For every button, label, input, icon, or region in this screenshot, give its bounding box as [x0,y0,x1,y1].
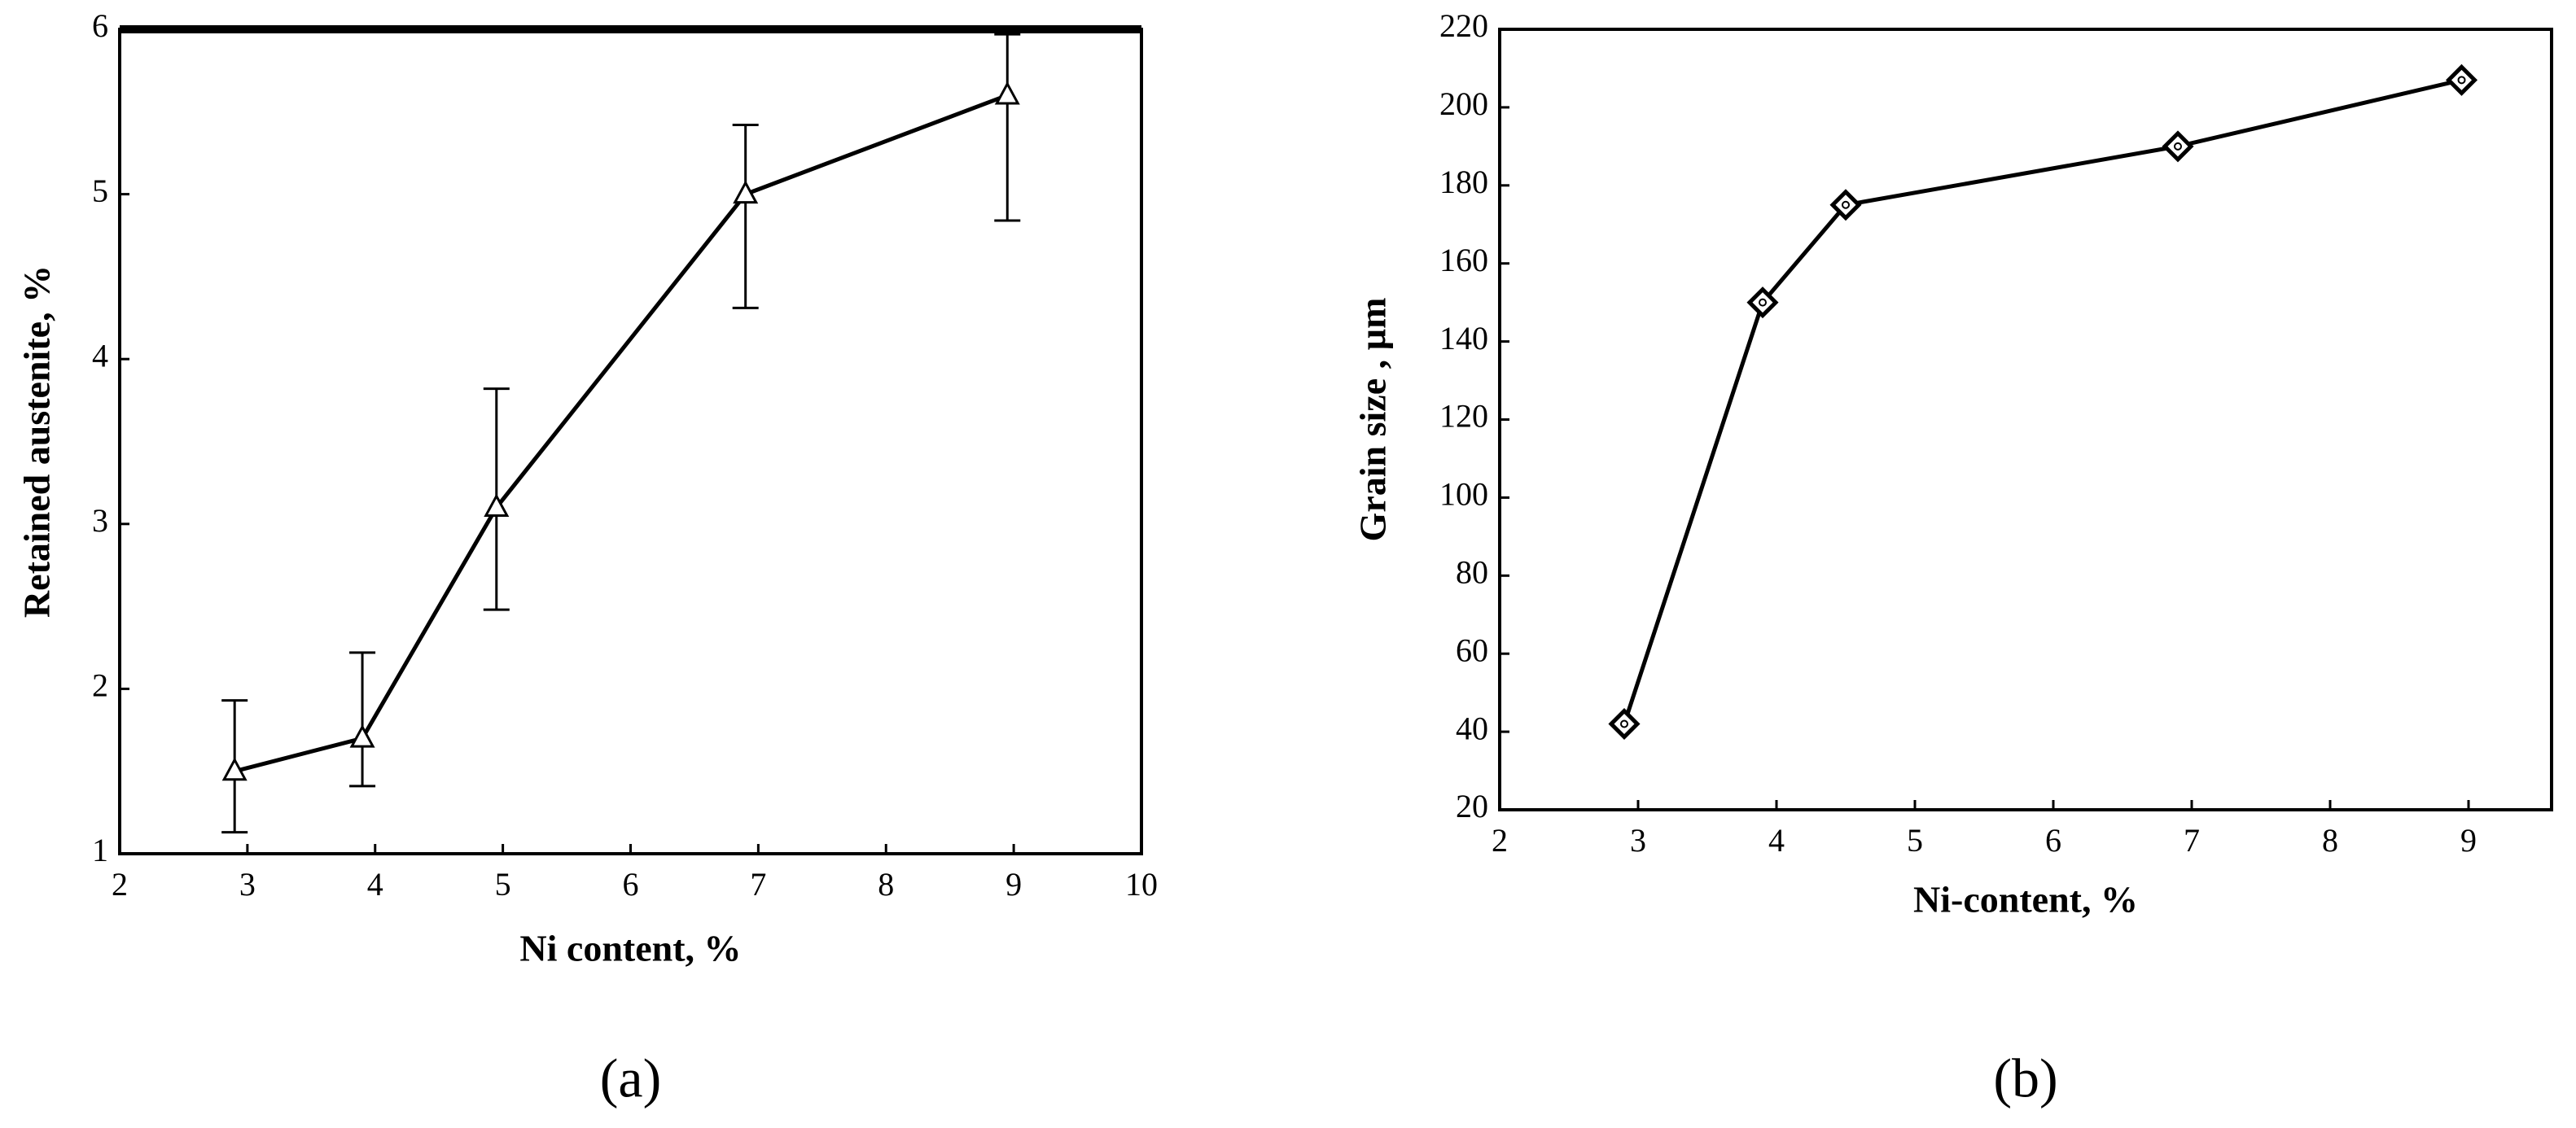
marker-dot [2174,142,2182,151]
y-tick-label: 2 [92,667,108,704]
marker [2445,63,2478,96]
plot-frame [118,28,1143,855]
marker [2162,130,2194,163]
y-tick-label: 3 [92,502,108,539]
x-tick-label: 8 [878,866,894,903]
y-tick-label: 160 [1439,242,1488,278]
marker-dot [2457,76,2466,85]
x-tick-label: 2 [1492,822,1508,859]
x-tick-label: 6 [623,866,639,903]
y-tick-label: 40 [1456,710,1488,746]
marker [484,493,510,518]
marker-dot [1620,719,1628,728]
x-tick-label: 2 [112,866,128,903]
marker [994,81,1020,105]
y-tick-label: 80 [1456,553,1488,590]
y-tick-label: 220 [1439,7,1488,44]
x-tick-label: 8 [2322,822,2338,859]
x-tick-label: 10 [1125,866,1158,903]
x-tick-label: 9 [2460,822,2477,859]
marker [1746,286,1779,319]
y-tick-label: 5 [92,173,108,209]
marker [733,180,759,204]
marker-dot [1759,298,1767,307]
panel-label: (b) [1993,1047,2057,1109]
y-tick-label: 60 [1456,632,1488,668]
y-tick-label: 100 [1439,476,1488,513]
x-tick-label: 7 [2184,822,2200,859]
y-tick-label: 140 [1439,320,1488,356]
error-bar [349,651,376,788]
x-tick-label: 4 [367,866,383,903]
marker [1608,707,1641,741]
marker [349,724,375,748]
y-axis-title: Grain size , µm [1352,298,1394,542]
y-tick-label: 6 [92,7,108,44]
x-tick-label: 3 [1630,822,1646,859]
error-bar [732,124,759,309]
y-tick-label: 180 [1439,164,1488,200]
y-tick-label: 4 [92,337,108,374]
y-axis-title: Retained austenite, % [16,265,58,618]
y-tick-label: 200 [1439,85,1488,122]
marker [221,757,248,781]
error-bar [994,33,1021,222]
x-tick-label: 7 [750,866,766,903]
x-tick-label: 6 [2045,822,2061,859]
x-axis-title: Ni-content, % [1913,879,2138,920]
marker-dot [1842,200,1850,209]
data-line [234,93,1009,774]
marker [1829,189,1862,221]
x-tick-label: 4 [1768,822,1785,859]
x-tick-label: 5 [495,866,511,903]
y-tick-label: 20 [1456,788,1488,824]
panel-label: (a) [600,1047,661,1109]
y-tick-label: 120 [1439,398,1488,435]
x-tick-label: 9 [1005,866,1022,903]
plot-frame [1498,28,2553,811]
x-tick-label: 5 [1907,822,1923,859]
data-line [1622,77,2463,725]
y-tick-label: 1 [92,832,108,868]
x-axis-title: Ni content, % [519,928,741,969]
x-tick-label: 3 [239,866,256,903]
